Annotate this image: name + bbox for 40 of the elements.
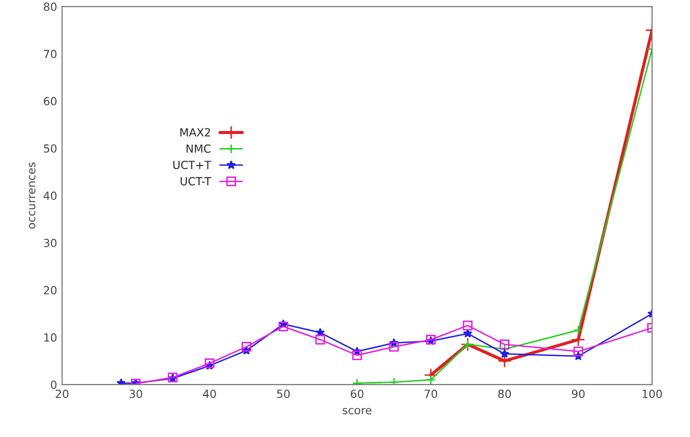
x-tick-label: 90 [572,390,585,398]
point [389,377,399,385]
x-tick-label: 30 [130,390,142,398]
point [462,320,473,330]
legend-label: NMC [186,144,211,153]
x-tick-label: 50 [277,390,290,398]
y-tick-label: 0 [50,380,56,389]
y-tick-label: 70 [44,50,56,58]
point [352,350,362,360]
y-tick-label: 50 [44,144,56,153]
legend-label: UCT-T [180,177,212,186]
point [573,325,584,336]
point [242,342,252,352]
point [315,334,326,345]
y-tick-label: 30 [44,238,56,248]
legend-label: UCT+T [173,160,212,170]
x-tick-label: 20 [56,390,68,398]
x-tick-label: 40 [203,390,216,398]
point [204,358,214,368]
point [500,348,510,358]
y-tick-label: 80 [44,2,56,11]
point [116,378,126,385]
point [573,346,584,356]
x-tick-label: 80 [498,390,511,398]
point [462,340,473,350]
x-tick-label: 70 [424,390,438,398]
x-axis-title: score [342,408,372,414]
x-tick-label: 60 [350,390,364,398]
x-tick-label: 100 [642,390,662,398]
legend-label: MAX2 [180,128,210,136]
point [571,332,586,347]
y-tick-label: 10 [44,333,56,342]
y-axis-title: occurrences [29,162,36,229]
y-tick-label: 60 [44,97,56,106]
point [278,322,288,332]
point [500,340,510,350]
point [426,374,436,385]
y-tick-label: 40 [44,192,56,200]
y-tick-label: 20 [44,286,56,294]
point [389,342,399,352]
